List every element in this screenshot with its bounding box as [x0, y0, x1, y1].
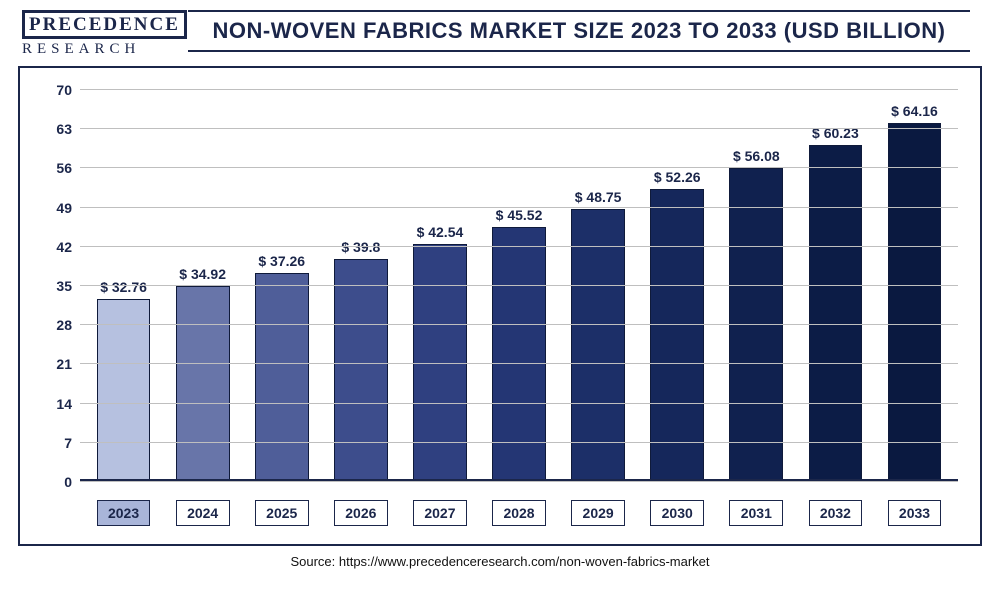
bar-rect: [97, 299, 151, 482]
x-axis-label: 2032: [809, 500, 863, 526]
grid-line: 14: [80, 403, 958, 404]
grid-line: 70: [80, 89, 958, 90]
x-axis-label: 2024: [176, 500, 230, 526]
logo-line1: PRECEDENCE: [22, 10, 187, 39]
bar-value-label: $ 42.54: [417, 224, 464, 240]
y-axis-label: 21: [56, 356, 80, 372]
bar-slot: $ 45.52: [479, 90, 558, 482]
bar-value-label: $ 32.76: [100, 279, 147, 295]
bar-rect: [650, 189, 704, 482]
bar-value-label: $ 39.8: [341, 239, 380, 255]
brand-logo: PRECEDENCE RESEARCH: [22, 10, 162, 58]
source-line: Source: https://www.precedenceresearch.c…: [18, 554, 982, 569]
grid-line: 63: [80, 128, 958, 129]
bar-rect: [888, 123, 942, 482]
x-axis-tick: 2024: [163, 500, 242, 526]
x-axis-label: 2026: [334, 500, 388, 526]
bar-rect: [255, 273, 309, 482]
title-bar: NON-WOVEN FABRICS MARKET SIZE 2023 TO 20…: [188, 10, 970, 52]
y-axis-label: 7: [64, 435, 80, 451]
chart-title: NON-WOVEN FABRICS MARKET SIZE 2023 TO 20…: [188, 18, 970, 44]
y-axis-label: 14: [56, 396, 80, 412]
x-axis-tick: 2027: [400, 500, 479, 526]
x-axis-tick: 2023: [84, 500, 163, 526]
x-axis-tick: 2029: [559, 500, 638, 526]
bar-value-label: $ 48.75: [575, 189, 622, 205]
bar-slot: $ 64.16: [875, 90, 954, 482]
bar-slot: $ 42.54: [400, 90, 479, 482]
plot-area: $ 32.76 $ 34.92 $ 37.26 $ 39.8 $ 42.54 $ 45.5…: [80, 90, 958, 482]
x-axis-label: 2031: [729, 500, 783, 526]
x-axis-label: 2025: [255, 500, 309, 526]
bar-value-label: $ 45.52: [496, 207, 543, 223]
grid-line: 35: [80, 285, 958, 286]
x-axis-label: 2029: [571, 500, 625, 526]
y-axis-label: 35: [56, 278, 80, 294]
chart-container: PRECEDENCE RESEARCH NON-WOVEN FABRICS MA…: [0, 0, 1000, 592]
grid-line: 42: [80, 246, 958, 247]
bar-slot: $ 48.75: [559, 90, 638, 482]
grid-line: 21: [80, 363, 958, 364]
x-axis-tick: 2026: [321, 500, 400, 526]
bar-rect: [492, 227, 546, 482]
bar-slot: $ 37.26: [242, 90, 321, 482]
y-axis-label: 63: [56, 121, 80, 137]
x-axis-tick: 2030: [638, 500, 717, 526]
bar-slot: $ 60.23: [796, 90, 875, 482]
x-axis: 2023 2024 2025 2026 2027 2028 2029 2030 2031 2032…: [80, 500, 958, 526]
bars-group: $ 32.76 $ 34.92 $ 37.26 $ 39.8 $ 42.54 $ 45.5…: [80, 90, 958, 482]
y-axis-label: 28: [56, 317, 80, 333]
x-axis-tick: 2031: [717, 500, 796, 526]
grid-line: 56: [80, 167, 958, 168]
x-axis-tick: 2033: [875, 500, 954, 526]
x-axis-tick: 2032: [796, 500, 875, 526]
bar-rect: [809, 145, 863, 482]
bar-rect: [176, 286, 230, 482]
grid-line: 7: [80, 442, 958, 443]
bar-slot: $ 39.8: [321, 90, 400, 482]
bar-value-label: $ 52.26: [654, 169, 701, 185]
bar-slot: $ 32.76: [84, 90, 163, 482]
grid-line: 28: [80, 324, 958, 325]
grid-line: 0: [80, 481, 958, 482]
grid-line: 49: [80, 207, 958, 208]
y-axis-label: 70: [56, 82, 80, 98]
y-axis-label: 0: [64, 474, 80, 490]
bar-value-label: $ 56.08: [733, 148, 780, 164]
bar-value-label: $ 34.92: [179, 266, 226, 282]
x-axis-label: 2030: [650, 500, 704, 526]
bar-rect: [334, 259, 388, 482]
bar-slot: $ 34.92: [163, 90, 242, 482]
y-axis-label: 42: [56, 239, 80, 255]
x-axis-label: 2023: [97, 500, 151, 526]
x-axis-label: 2027: [413, 500, 467, 526]
x-axis-label: 2028: [492, 500, 546, 526]
x-axis-tick: 2028: [479, 500, 558, 526]
bar-value-label: $ 60.23: [812, 125, 859, 141]
x-axis-tick: 2025: [242, 500, 321, 526]
bar-value-label: $ 37.26: [258, 253, 305, 269]
x-axis-label: 2033: [888, 500, 942, 526]
logo-line2: RESEARCH: [22, 41, 162, 58]
chart-frame: $ 32.76 $ 34.92 $ 37.26 $ 39.8 $ 42.54 $ 45.5…: [18, 66, 982, 546]
bar-slot: $ 56.08: [717, 90, 796, 482]
y-axis-label: 49: [56, 200, 80, 216]
bar-slot: $ 52.26: [638, 90, 717, 482]
bar-value-label: $ 64.16: [891, 103, 938, 119]
y-axis-label: 56: [56, 160, 80, 176]
